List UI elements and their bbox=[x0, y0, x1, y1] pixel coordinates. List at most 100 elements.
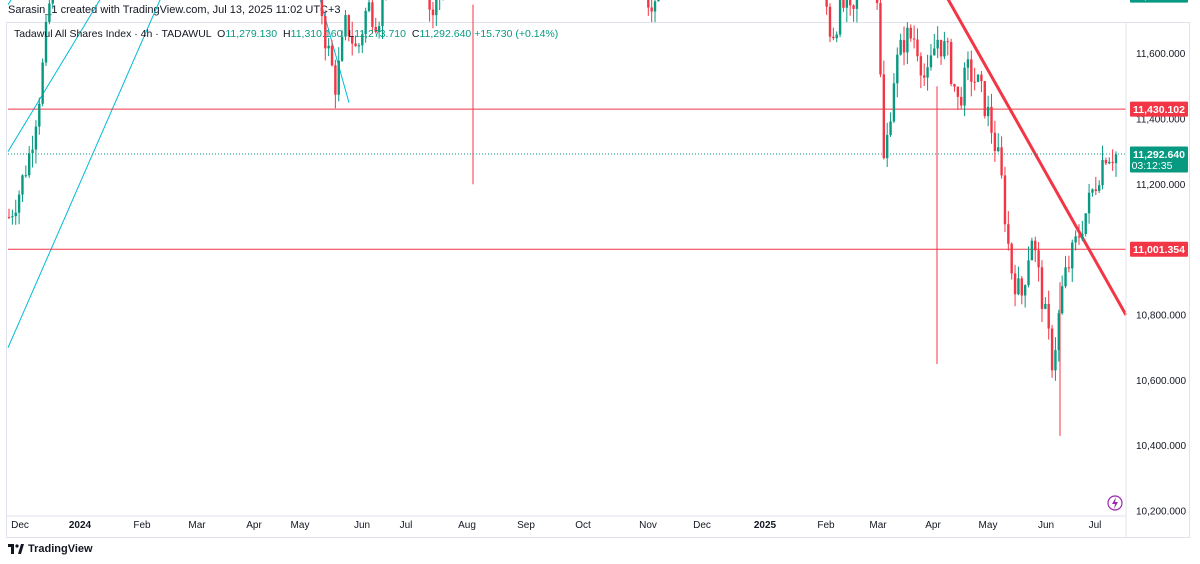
candle-body bbox=[933, 48, 936, 56]
price-labels: 13,022.43012,708.54212,509.95212,240.566… bbox=[1130, 0, 1188, 257]
horizontal-levels bbox=[8, 108, 1126, 250]
candle-body bbox=[963, 67, 966, 106]
candle-body bbox=[1074, 236, 1077, 243]
x-tick-label: Nov bbox=[639, 520, 657, 531]
candle-body bbox=[1057, 313, 1060, 351]
candle-body bbox=[960, 96, 963, 106]
high-value: 11,310.160 bbox=[290, 28, 343, 40]
candle-body bbox=[21, 175, 24, 195]
y-tick-label: 11,600.000 bbox=[1136, 49, 1186, 60]
candle-body bbox=[1111, 161, 1114, 164]
candle-body bbox=[364, 10, 367, 35]
candle-body bbox=[1047, 303, 1050, 329]
level-price-label bbox=[1130, 101, 1188, 117]
candle-body bbox=[1030, 240, 1034, 261]
candle-body bbox=[993, 132, 997, 152]
candle-body bbox=[899, 40, 902, 55]
x-tick-label: Mar bbox=[869, 520, 887, 531]
candle-body bbox=[939, 39, 943, 57]
candle-body bbox=[912, 38, 916, 40]
last-price-label bbox=[1130, 146, 1188, 173]
candle-body bbox=[832, 36, 835, 39]
x-tick-label: Apr bbox=[246, 520, 262, 531]
candle-body bbox=[38, 103, 41, 127]
candle-body bbox=[1104, 159, 1108, 164]
candle-body bbox=[875, 0, 879, 3]
x-tick-label: Jun bbox=[1038, 520, 1054, 531]
high-label: H bbox=[283, 28, 291, 40]
candle-body bbox=[1023, 285, 1027, 296]
candle-body bbox=[892, 83, 896, 122]
alert-bolt-icon bbox=[1107, 495, 1123, 511]
candle-body bbox=[354, 43, 357, 47]
candle-body bbox=[949, 42, 953, 84]
candle-body bbox=[1037, 250, 1040, 268]
candle-body bbox=[653, 1, 657, 12]
candle-body bbox=[983, 81, 986, 116]
candle-body bbox=[647, 0, 650, 8]
candle-body bbox=[835, 34, 838, 39]
candle-body bbox=[929, 55, 933, 68]
candle-body bbox=[657, 0, 660, 2]
candle-body bbox=[828, 6, 832, 37]
candle-body bbox=[374, 26, 377, 33]
tradingview-brand: TradingView bbox=[28, 543, 93, 555]
candle-body bbox=[855, 0, 859, 9]
candles bbox=[7, 0, 1118, 436]
candle-body bbox=[1067, 267, 1071, 269]
candle-body bbox=[1054, 350, 1057, 371]
candle-body bbox=[909, 27, 912, 39]
candle-body bbox=[1064, 267, 1067, 287]
candle-body bbox=[44, 21, 48, 63]
candle-body bbox=[1108, 161, 1111, 164]
candle-body bbox=[11, 216, 14, 218]
x-tick-label: 2024 bbox=[69, 520, 92, 531]
low-label: L bbox=[348, 28, 355, 40]
candle-body bbox=[953, 83, 956, 87]
candle-body bbox=[1007, 224, 1010, 244]
candle-body bbox=[51, 0, 54, 4]
candle-body bbox=[1114, 154, 1118, 164]
candle-body bbox=[923, 75, 926, 78]
candle-body bbox=[1000, 147, 1003, 176]
candle-body bbox=[24, 175, 28, 177]
candle-body bbox=[337, 60, 340, 95]
candle-body bbox=[371, 2, 374, 27]
candle-body bbox=[906, 27, 909, 53]
author-line: Sarasin_1 created with TradingView.com, … bbox=[8, 4, 341, 16]
close-label: C bbox=[411, 28, 420, 40]
candle-body bbox=[428, 0, 431, 10]
candle-body bbox=[896, 54, 899, 84]
candle-body bbox=[320, 0, 324, 17]
candle-body bbox=[1050, 328, 1054, 371]
candle-body bbox=[334, 65, 337, 95]
y-tick-label: 10,200.000 bbox=[1136, 507, 1186, 518]
x-tick-label: 2025 bbox=[754, 520, 777, 531]
open-value: 11,279.130 bbox=[225, 28, 278, 40]
candle-body bbox=[946, 41, 949, 43]
candle-body bbox=[916, 39, 919, 57]
candle-body bbox=[889, 121, 892, 135]
candle-body bbox=[838, 0, 842, 35]
candle-body bbox=[435, 0, 438, 16]
x-tick-label: Dec bbox=[11, 520, 29, 531]
candle-body bbox=[980, 74, 983, 82]
candle-body bbox=[848, 0, 852, 6]
countdown-text: 03:12:35 bbox=[1132, 160, 1173, 172]
candle-body bbox=[966, 59, 970, 68]
candle-body bbox=[431, 9, 435, 16]
level-price-text: 11,430.102 bbox=[1133, 104, 1185, 116]
candle-body bbox=[1097, 185, 1101, 191]
candle-body bbox=[357, 45, 361, 47]
candle-body bbox=[1084, 213, 1087, 234]
candle-body bbox=[1077, 236, 1081, 238]
y-tick-label: 10,600.000 bbox=[1136, 376, 1186, 387]
candle-body bbox=[825, 0, 828, 7]
candle-body bbox=[1027, 260, 1030, 286]
candle-body bbox=[973, 81, 976, 83]
candle-body bbox=[970, 59, 973, 82]
candle-body bbox=[1034, 240, 1037, 251]
x-tick-label: Mar bbox=[188, 520, 206, 531]
candle-body bbox=[845, 0, 849, 8]
